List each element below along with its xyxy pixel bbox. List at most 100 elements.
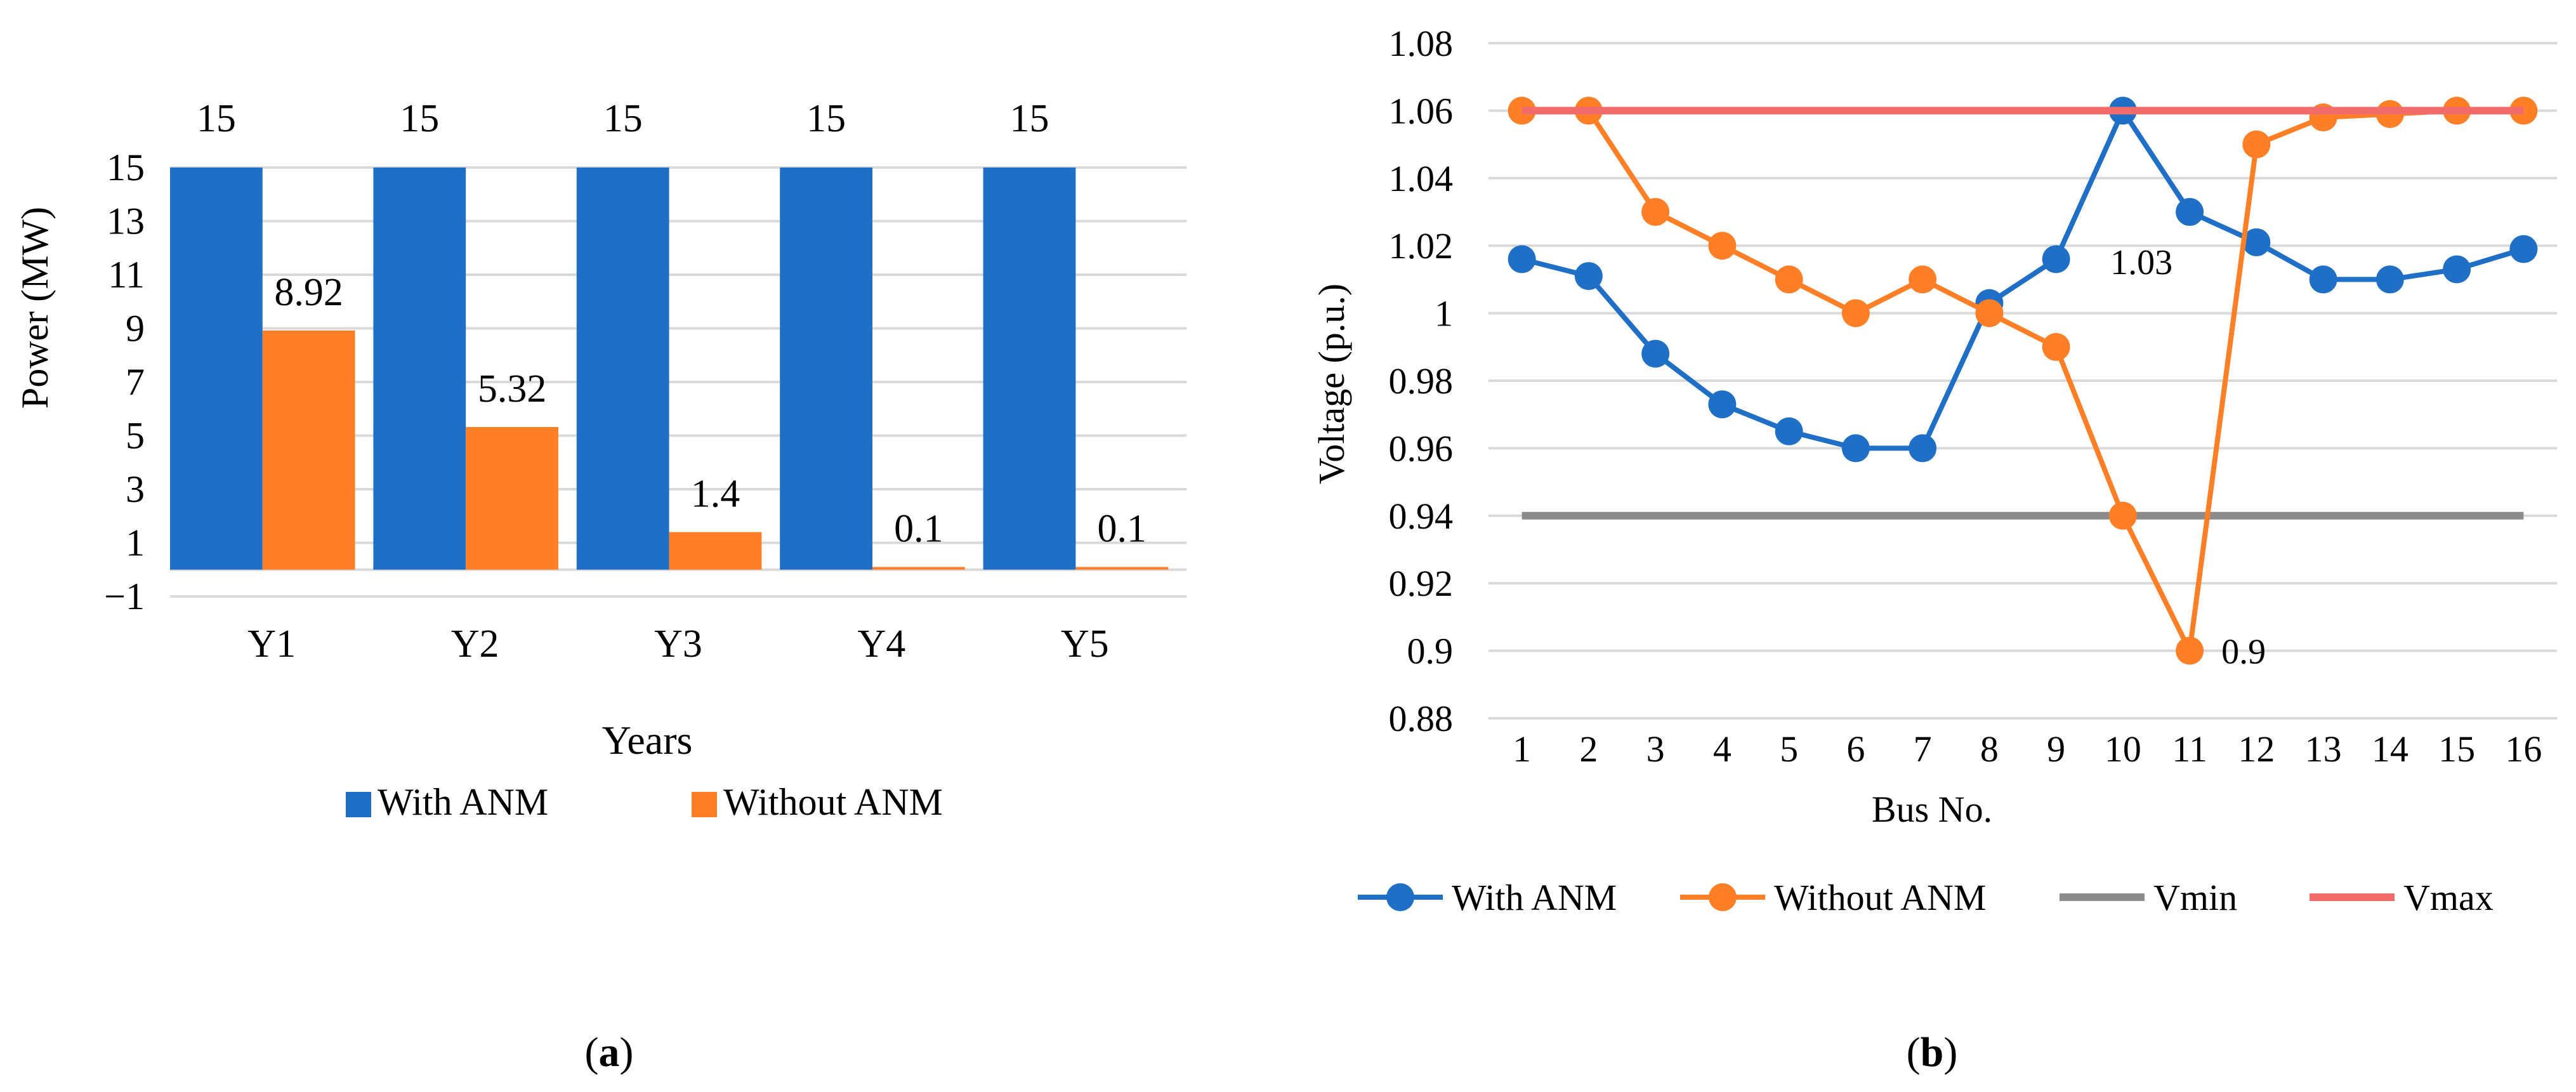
line-chart-y-tick-label: 0.92 xyxy=(1389,563,1454,604)
line-chart-x-tick-label: 7 xyxy=(1914,728,1932,770)
bar-with-anm-y4 xyxy=(780,168,872,570)
annotation-with-anm: 1.03 xyxy=(2110,243,2172,282)
bar-chart-y-tick-label: 5 xyxy=(126,415,145,457)
line-chart-x-tick-label: 1 xyxy=(1513,728,1531,770)
bar-chart-y-tick-label: 3 xyxy=(126,468,145,510)
line-chart-panel-b: 0.880.90.920.940.960.9811.021.041.061.08… xyxy=(1311,23,2557,1076)
bar-chart-x-tick-label: Y1 xyxy=(247,622,296,666)
line-chart-y-axis-label: Voltage (p.u.) xyxy=(1311,284,1352,484)
legend-marker-with-anm xyxy=(1386,883,1414,911)
line-chart-y-tick-label: 0.88 xyxy=(1389,698,1454,739)
point-without-anm-bus-12 xyxy=(2242,130,2271,159)
line-chart-legend: With ANM Without ANM Vmin Vmax xyxy=(1358,877,2494,918)
bar-chart-y-tick-label: −1 xyxy=(104,576,145,617)
legend-label: Vmin xyxy=(2153,877,2237,918)
bar-chart-y-tick-label: 7 xyxy=(126,361,145,403)
line-chart-x-tick-label: 6 xyxy=(1846,728,1865,770)
line-chart-x-tick-label: 10 xyxy=(2105,728,2141,770)
point-without-anm-bus-6 xyxy=(1841,299,1870,327)
bar-without-anm-y4 xyxy=(872,567,965,570)
bar-with-anm-y2 xyxy=(373,168,466,570)
line-chart-x-tick-label: 15 xyxy=(2438,728,2475,770)
bar-chart-y-tick-label: 9 xyxy=(126,308,145,350)
point-with-anm-bus-7 xyxy=(1909,434,1937,463)
point-without-anm-bus-5 xyxy=(1775,265,1803,294)
line-chart-y-tick-label: 0.94 xyxy=(1389,496,1454,537)
point-without-anm-bus-8 xyxy=(1975,299,2004,327)
legend-swatch-with-anm xyxy=(346,792,371,817)
bar-data-label: 8.92 xyxy=(274,271,343,314)
point-with-anm-bus-2 xyxy=(1574,262,1603,291)
bar-with-anm-y5 xyxy=(983,168,1076,570)
line-chart-x-tick-label: 16 xyxy=(2505,728,2542,770)
line-chart-y-tick-label: 1.04 xyxy=(1389,158,1454,199)
bar-chart-x-tick-label: Y3 xyxy=(654,622,702,666)
point-with-anm-bus-12 xyxy=(2242,228,2271,256)
line-chart-x-tick-label: 9 xyxy=(2047,728,2065,770)
line-chart-y-tick-label: 1.08 xyxy=(1389,23,1454,64)
line-chart-y-tick-label: 1 xyxy=(1435,293,1453,334)
bar-without-anm-y1 xyxy=(262,330,355,570)
point-without-anm-bus-10 xyxy=(2108,501,2137,530)
bar-without-anm-y3 xyxy=(669,532,762,570)
line-chart-x-tick-label: 11 xyxy=(2172,728,2207,770)
line-chart-y-tick-labels: 0.88 0.9 0.92 0.94 0.96 0.98 1 1.02 1.04 1.06 1.08 xyxy=(1389,23,1454,739)
bar-chart-y-tick-label: 15 xyxy=(107,147,145,188)
line-chart-x-tick-label: 8 xyxy=(1980,728,1999,770)
line-chart-series xyxy=(1508,96,2538,665)
bar-data-label: 15 xyxy=(1009,97,1049,140)
line-chart-x-axis-label: Bus No. xyxy=(1872,789,1992,830)
point-with-anm-bus-4 xyxy=(1708,390,1737,419)
line-chart-x-tick-label: 3 xyxy=(1646,728,1665,770)
point-with-anm-bus-11 xyxy=(2176,198,2204,226)
bar-chart-x-tick-label: Y4 xyxy=(858,622,906,666)
panel-label-b-letter: b xyxy=(1921,1029,1944,1076)
point-with-anm-bus-3 xyxy=(1641,339,1670,368)
bar-without-anm-y2 xyxy=(466,426,558,570)
legend-swatch-without-anm xyxy=(692,792,717,817)
line-chart-y-tick-label: 1.02 xyxy=(1389,225,1454,266)
bar-chart-data-labels: 15 8.92 15 5.32 15 1.4 15 0.1 15 0.1 xyxy=(197,97,1147,551)
bar-chart-y-tick-label: 13 xyxy=(107,201,145,242)
series-line-with-anm xyxy=(1521,108,2525,451)
bar-data-label: 15 xyxy=(400,97,439,140)
bar-data-label: 0.1 xyxy=(1098,508,1147,551)
bar-data-label: 1.4 xyxy=(691,473,740,516)
point-with-anm-bus-5 xyxy=(1775,417,1803,445)
bar-chart-x-tick-label: Y2 xyxy=(451,622,499,666)
bar-chart-x-axis-label: Years xyxy=(602,718,693,763)
bar-data-label: 5.32 xyxy=(478,367,547,411)
point-without-anm-bus-9 xyxy=(2042,332,2070,361)
point-with-anm-bus-1 xyxy=(1508,245,1536,273)
point-with-anm-bus-16 xyxy=(2509,235,2538,263)
point-with-anm-bus-6 xyxy=(1841,434,1870,463)
line-chart-x-tick-label: 12 xyxy=(2238,728,2275,770)
bar-data-label: 15 xyxy=(806,97,846,140)
bar-chart-legend: With ANM Without ANM xyxy=(346,781,943,823)
bar-chart-x-tick-label: Y5 xyxy=(1061,622,1109,666)
legend-marker-without-anm xyxy=(1709,883,1737,911)
line-chart-x-tick-label: 13 xyxy=(2305,728,2342,770)
panel-label-a: (a) xyxy=(585,1029,634,1076)
line-chart-y-tick-label: 0.98 xyxy=(1389,360,1454,402)
bar-data-label: 15 xyxy=(603,97,643,140)
bar-chart-y-tick-label: 1 xyxy=(126,522,145,564)
line-chart-x-tick-label: 4 xyxy=(1713,728,1732,770)
line-chart-x-tick-label: 2 xyxy=(1579,728,1598,770)
point-with-anm-bus-9 xyxy=(2042,245,2070,273)
legend-label: Without ANM xyxy=(723,781,943,823)
bar-data-label: 15 xyxy=(197,97,236,140)
bar-with-anm-y1 xyxy=(170,168,263,570)
bar-with-anm-y3 xyxy=(576,168,669,570)
line-chart-annotations: 1.03 0.9 xyxy=(2110,243,2266,672)
point-with-anm-bus-15 xyxy=(2443,255,2471,284)
point-without-anm-bus-4 xyxy=(1708,232,1737,260)
line-chart-x-tick-label: 14 xyxy=(2372,728,2408,770)
line-chart-y-tick-label: 1.06 xyxy=(1389,90,1454,131)
legend-label: With ANM xyxy=(378,781,548,823)
line-chart-y-tick-label: 0.96 xyxy=(1389,428,1454,469)
legend-label: Without ANM xyxy=(1774,877,1986,918)
